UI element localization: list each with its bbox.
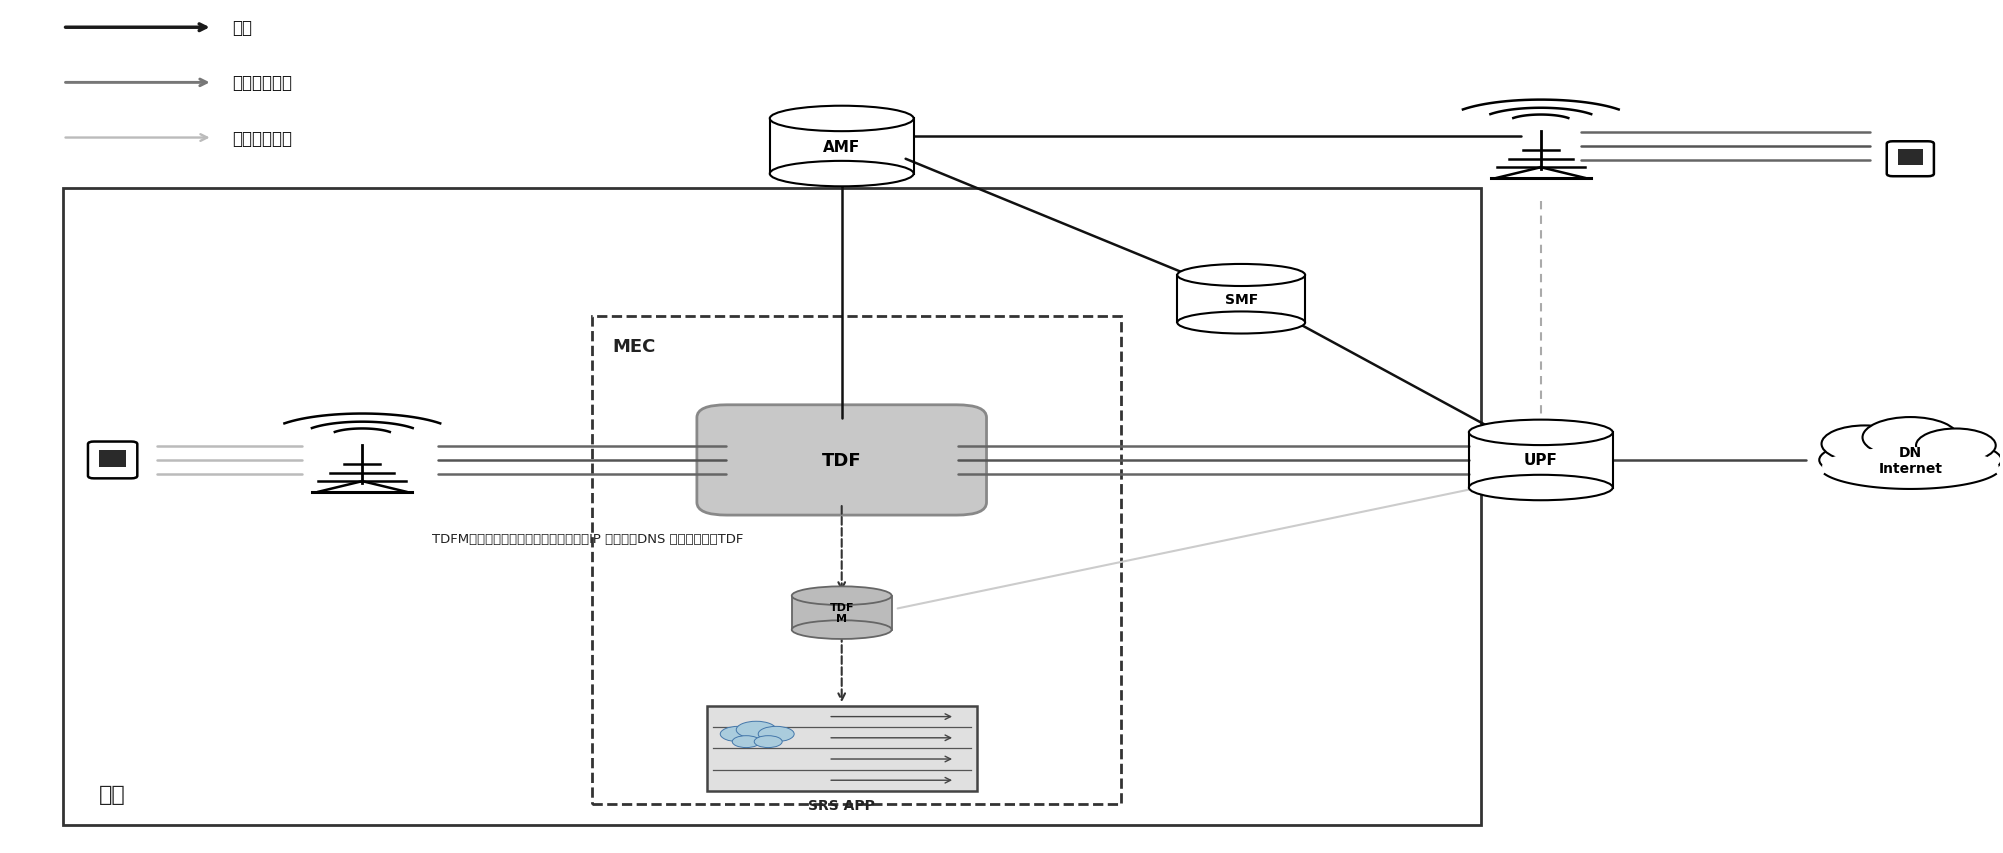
FancyBboxPatch shape [1887,142,1935,177]
Ellipse shape [1823,448,1999,486]
Text: 专网分流数据: 专网分流数据 [232,130,292,148]
Circle shape [1821,426,1909,462]
Circle shape [721,727,757,742]
Ellipse shape [769,107,913,132]
Ellipse shape [1468,421,1612,445]
Ellipse shape [769,162,913,187]
Ellipse shape [1468,475,1612,501]
Bar [62,189,1480,825]
Circle shape [737,722,777,739]
Text: TDFM智能化收集流量规则数据（比如：IP 五元组、DNS 目标域名）给TDF: TDFM智能化收集流量规则数据（比如：IP 五元组、DNS 目标域名）给TDF [433,532,743,545]
Bar [1178,276,1306,323]
Ellipse shape [1178,312,1306,334]
Text: 公网分流数据: 公网分流数据 [232,74,292,92]
Circle shape [1863,418,1959,458]
Text: TDF: TDF [821,451,861,469]
Text: DN
Internet: DN Internet [1879,445,1943,475]
Ellipse shape [1819,438,2001,483]
Circle shape [733,736,761,748]
Text: UPF: UPF [1524,453,1558,468]
Circle shape [755,736,783,748]
Text: SMF: SMF [1224,293,1258,306]
Bar [100,450,126,467]
Bar [791,596,891,630]
FancyBboxPatch shape [697,405,987,515]
Ellipse shape [1178,264,1306,287]
Text: TDF
M: TDF M [829,602,853,624]
FancyBboxPatch shape [707,706,977,791]
Bar [769,119,913,174]
Text: AMF: AMF [823,139,861,154]
Ellipse shape [791,621,891,639]
Text: SRS APP: SRS APP [809,798,875,812]
Bar [1468,432,1612,488]
Bar [1897,150,1923,166]
Text: 专网: 专网 [98,784,126,804]
Ellipse shape [791,587,891,606]
Text: 信令: 信令 [232,20,252,38]
Bar [593,316,1122,804]
Circle shape [759,727,793,742]
Circle shape [1917,429,1995,463]
Text: MEC: MEC [613,338,655,356]
FancyBboxPatch shape [88,442,138,479]
